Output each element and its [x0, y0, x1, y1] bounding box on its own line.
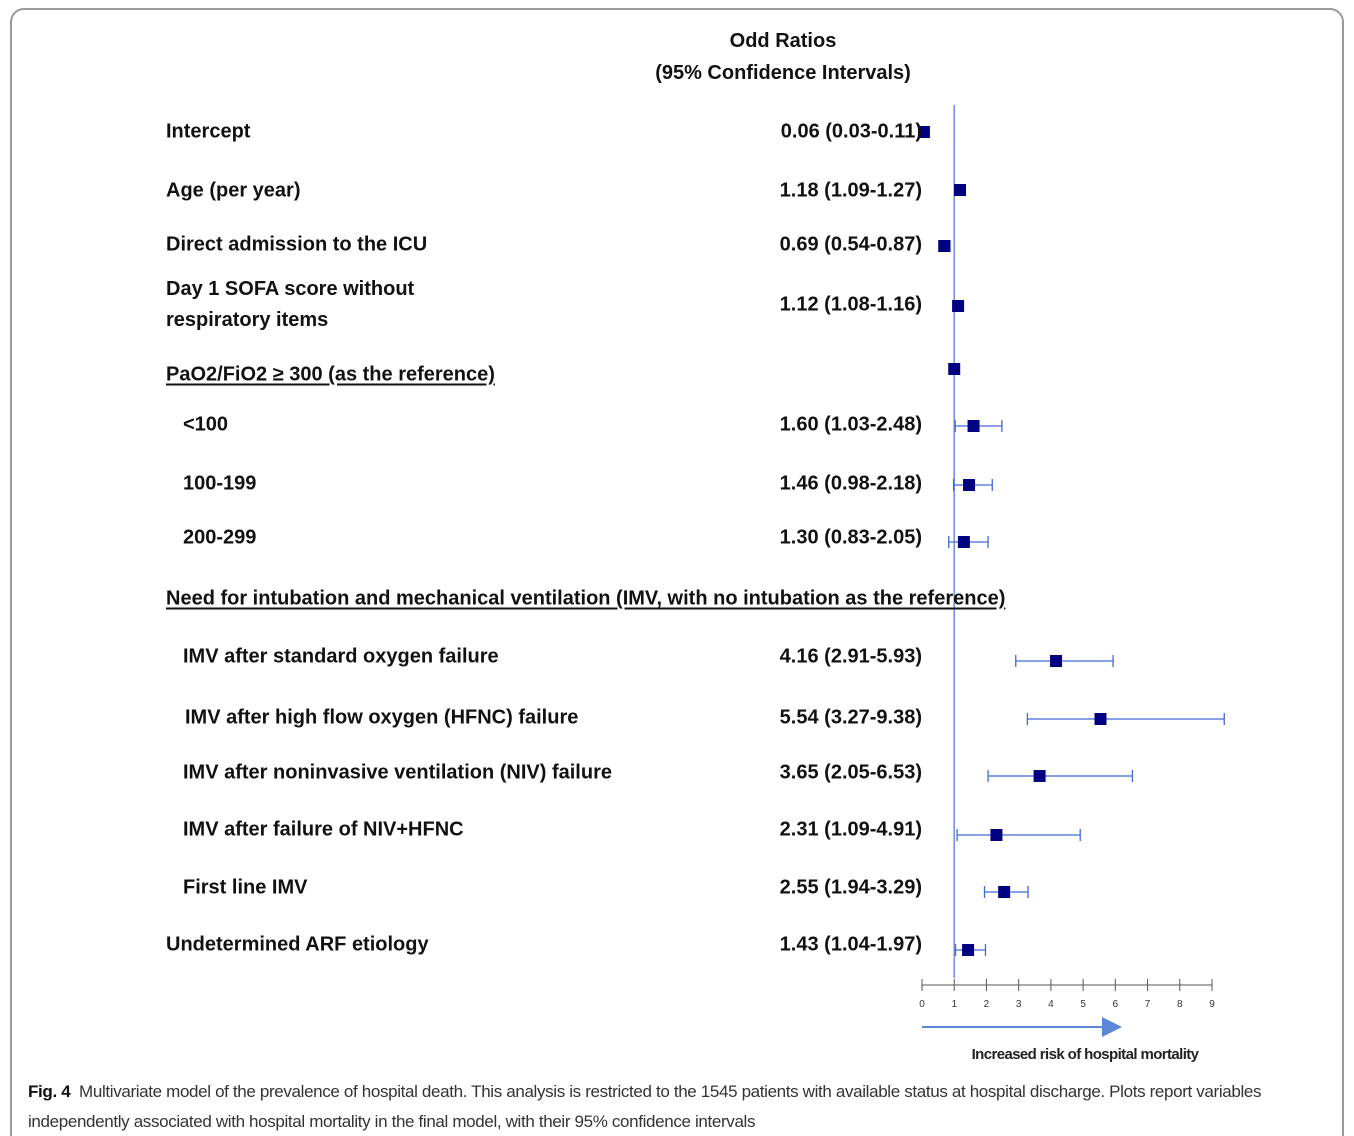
x-tick-label: 0 [919, 999, 925, 1010]
x-tick-label: 8 [1177, 999, 1183, 1010]
odds-ratio-label: 1.46 (0.98-2.18) [779, 472, 922, 495]
point-estimate [990, 829, 1003, 841]
row-label: Intercept [166, 120, 251, 143]
odds-ratio-label: 1.60 (1.03-2.48) [779, 413, 922, 436]
x-tick-label: 6 [1113, 999, 1119, 1010]
point-estimate [938, 240, 951, 252]
row-label: Need for intubation and mechanical venti… [166, 587, 1006, 610]
x-tick-label: 4 [1048, 999, 1054, 1010]
odds-ratio-label: 3.65 (2.05-6.53) [779, 761, 922, 784]
row-label: Age (per year) [166, 179, 301, 202]
point-estimate [1050, 655, 1063, 667]
odds-ratio-label: 1.18 (1.09-1.27) [779, 179, 922, 202]
caption-label: Fig. 4 [28, 1082, 71, 1101]
x-tick-label: 9 [1209, 999, 1215, 1010]
odds-ratio-label: 2.31 (1.09-4.91) [779, 818, 922, 841]
odds-ratio-label: 5.54 (3.27-9.38) [779, 706, 922, 729]
point-estimate [998, 886, 1011, 898]
odds-ratio-label: 1.30 (0.83-2.05) [779, 526, 922, 549]
point-estimate [963, 479, 976, 491]
frame [10, 8, 1344, 1136]
point-estimate [957, 536, 970, 548]
row-label: <100 [183, 413, 229, 436]
odds-ratio-label: 4.16 (2.91-5.93) [779, 645, 922, 668]
row-label: First line IMV [183, 876, 308, 899]
row-label: IMV after noninvasive ventilation (NIV) … [183, 761, 612, 784]
point-estimate [954, 184, 967, 196]
x-tick-label: 3 [1016, 999, 1022, 1010]
chart-subtitle: (95% Confidence Intervals) [655, 62, 911, 84]
row-label: Day 1 SOFA score without respiratory ite… [166, 278, 415, 331]
caption-text: Multivariate model of the prevalence of … [28, 1082, 1262, 1131]
point-estimate [967, 420, 980, 432]
point-estimate [948, 363, 961, 375]
row-label: 100-199 [183, 472, 257, 495]
odds-ratio-label: 1.43 (1.04-1.97) [779, 933, 922, 956]
x-axis-label: Increased risk of hospital mortality [971, 1046, 1199, 1063]
x-tick-label: 5 [1080, 999, 1086, 1010]
point-estimate [1033, 770, 1046, 782]
chart-title: Odd Ratios [729, 30, 837, 52]
point-estimate [952, 300, 965, 312]
caption: Fig. 4 Multivariate model of the prevale… [28, 1077, 1343, 1136]
x-tick-label: 1 [951, 999, 957, 1010]
point-estimate [1094, 713, 1107, 725]
row-label: IMV after high flow oxygen (HFNC) failur… [185, 706, 579, 729]
row-label: 200-299 [183, 526, 257, 549]
x-tick-label: 2 [984, 999, 990, 1010]
row-label: PaO2/FiO2 ≥ 300 (as the reference) [166, 363, 495, 386]
row-label: IMV after failure of NIV+HFNC [183, 818, 464, 841]
odds-ratio-label: 2.55 (1.94-3.29) [779, 876, 922, 899]
odds-ratio-label: 1.12 (1.08-1.16) [779, 293, 922, 316]
row-label: Undetermined ARF etiology [166, 933, 429, 956]
x-tick-label: 7 [1145, 999, 1151, 1010]
point-estimate [917, 126, 930, 138]
point-estimate [962, 944, 975, 956]
row-label: IMV after standard oxygen failure [183, 645, 499, 668]
odds-ratio-label: 0.69 (0.54-0.87) [779, 233, 922, 256]
row-label: Direct admission to the ICU [166, 233, 428, 256]
odds-ratio-label: 0.06 (0.03-0.11) [780, 120, 922, 143]
